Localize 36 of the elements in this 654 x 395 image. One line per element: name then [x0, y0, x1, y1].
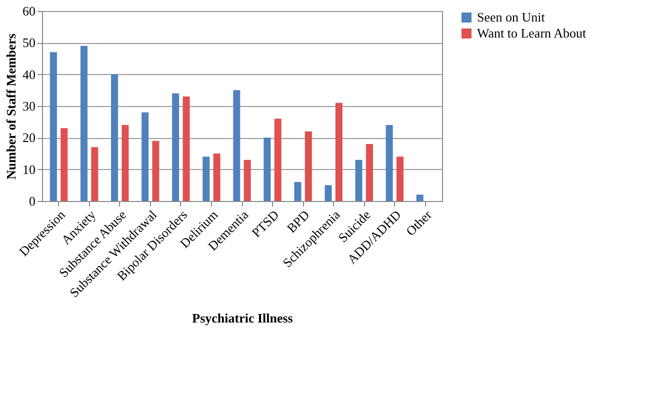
- bar: [111, 74, 118, 201]
- bar: [80, 46, 88, 201]
- bar: [182, 96, 190, 201]
- y-tick-label: 20: [22, 130, 36, 146]
- y-tick-label: 50: [22, 35, 36, 50]
- bar: [172, 93, 180, 201]
- bar: [396, 156, 404, 201]
- y-tick-label: 0: [29, 194, 36, 208]
- bar: [355, 160, 362, 201]
- bar: [264, 138, 271, 201]
- bar: [50, 52, 57, 201]
- bar: [233, 90, 240, 201]
- bar: [60, 128, 68, 201]
- y-tick-label: 40: [22, 66, 36, 82]
- bar: [324, 185, 332, 201]
- bar: [304, 131, 312, 201]
- y-tick-label: 30: [22, 98, 36, 114]
- bar: [202, 156, 210, 201]
- x-axis-title: Psychiatric Illness: [192, 310, 293, 326]
- y-axis-title: Number of Staff Members: [4, 34, 18, 180]
- bar: [386, 125, 393, 201]
- bar: [152, 140, 160, 201]
- bar: [416, 194, 424, 201]
- bar: [274, 118, 282, 201]
- bar: [91, 147, 98, 201]
- y-tick-label: 10: [22, 162, 36, 177]
- bar: [122, 125, 129, 201]
- bar: [142, 112, 149, 201]
- legend-label: Seen on Unit: [477, 10, 546, 24]
- bar: [213, 154, 220, 201]
- bar: [244, 160, 251, 201]
- y-tick-label: 60: [22, 4, 36, 18]
- bar: [335, 102, 342, 201]
- bar: [294, 182, 302, 201]
- bar: [366, 144, 373, 201]
- legend-label: Want to Learn About: [477, 26, 586, 40]
